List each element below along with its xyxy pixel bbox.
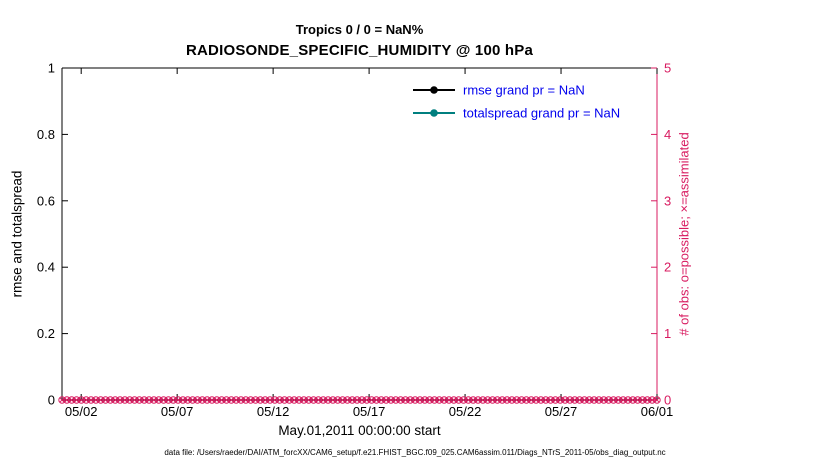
svg-text:05/27: 05/27 [545, 404, 578, 419]
svg-text:05/02: 05/02 [65, 404, 98, 419]
svg-text:0.4: 0.4 [37, 260, 55, 275]
svg-text:05/12: 05/12 [257, 404, 290, 419]
x-axis-label: May.01,2011 00:00:00 start [278, 423, 441, 438]
svg-text:05/22: 05/22 [449, 404, 482, 419]
svg-text:0.8: 0.8 [37, 127, 55, 142]
svg-text:0.6: 0.6 [37, 193, 55, 208]
svg-text:rmse grand pr = NaN: rmse grand pr = NaN [463, 83, 585, 98]
svg-text:3: 3 [664, 193, 671, 208]
plot-title-line1: Tropics 0 / 0 = NaN% [295, 22, 424, 37]
svg-text:0: 0 [48, 393, 55, 408]
svg-text:0.2: 0.2 [37, 326, 55, 341]
plot-title-line2: RADIOSONDE_SPECIFIC_HUMIDITY @ 100 hPa [185, 42, 534, 59]
left-y-axis-label: rmse and totalspread [9, 170, 25, 298]
right-y-axis-label: # of obs: o=possible; ×=assimilated [676, 132, 692, 336]
svg-text:totalspread grand pr = NaN: totalspread grand pr = NaN [463, 106, 620, 121]
svg-text:5: 5 [664, 61, 671, 76]
data-file-caption: data file: /Users/raeder/DAI/ATM_forcXX/… [164, 448, 666, 457]
svg-text:1: 1 [664, 326, 671, 341]
svg-text:06/01: 06/01 [641, 404, 674, 419]
svg-text:2: 2 [664, 260, 671, 275]
svg-text:0: 0 [664, 393, 671, 408]
svg-text:4: 4 [664, 127, 671, 142]
svg-text:1: 1 [48, 61, 55, 76]
svg-text:05/17: 05/17 [353, 404, 386, 419]
svg-text:05/07: 05/07 [161, 404, 194, 419]
